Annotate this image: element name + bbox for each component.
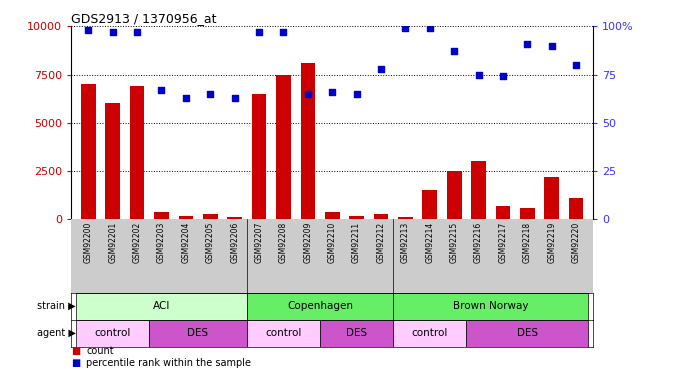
Bar bbox=[105, 104, 120, 219]
Point bbox=[302, 91, 313, 97]
Text: count: count bbox=[86, 346, 114, 356]
Point bbox=[254, 29, 264, 35]
Text: control: control bbox=[265, 328, 302, 338]
Text: ■: ■ bbox=[71, 358, 81, 368]
Text: control: control bbox=[94, 328, 131, 338]
Point bbox=[107, 29, 118, 35]
Text: GDS2913 / 1370956_at: GDS2913 / 1370956_at bbox=[71, 12, 217, 25]
Text: GSM92212: GSM92212 bbox=[376, 222, 386, 263]
Point bbox=[400, 25, 411, 31]
Bar bbox=[227, 217, 242, 219]
Point bbox=[229, 95, 240, 101]
Point bbox=[351, 91, 362, 97]
Bar bbox=[129, 86, 144, 219]
Bar bbox=[471, 161, 486, 219]
Text: GSM92201: GSM92201 bbox=[108, 222, 117, 263]
Text: GSM92218: GSM92218 bbox=[523, 222, 532, 263]
Text: GSM92214: GSM92214 bbox=[425, 222, 435, 263]
Point bbox=[571, 62, 582, 68]
Bar bbox=[569, 198, 584, 219]
Bar bbox=[393, 292, 589, 320]
Point bbox=[522, 40, 533, 46]
Text: GSM92206: GSM92206 bbox=[230, 222, 239, 263]
Text: GSM92200: GSM92200 bbox=[84, 222, 93, 263]
Text: GSM92213: GSM92213 bbox=[401, 222, 410, 263]
Bar bbox=[466, 320, 589, 346]
Text: GSM92205: GSM92205 bbox=[205, 222, 215, 263]
Text: GSM92202: GSM92202 bbox=[133, 222, 142, 263]
Bar bbox=[325, 211, 340, 219]
Bar bbox=[76, 320, 149, 346]
Bar bbox=[203, 214, 218, 219]
Bar bbox=[276, 75, 291, 219]
Point bbox=[498, 74, 508, 80]
Text: strain ▶: strain ▶ bbox=[37, 301, 76, 311]
Bar bbox=[247, 320, 320, 346]
Bar bbox=[422, 190, 437, 219]
Text: ■: ■ bbox=[71, 346, 81, 356]
Point bbox=[473, 72, 484, 78]
Text: GSM92209: GSM92209 bbox=[303, 222, 313, 263]
Bar bbox=[76, 292, 247, 320]
Text: GSM92215: GSM92215 bbox=[450, 222, 459, 263]
Bar bbox=[252, 94, 266, 219]
Bar bbox=[520, 208, 535, 219]
Bar bbox=[320, 320, 393, 346]
Bar bbox=[544, 177, 559, 219]
Text: DES: DES bbox=[346, 328, 367, 338]
Bar bbox=[81, 84, 96, 219]
Text: GSM92207: GSM92207 bbox=[254, 222, 264, 263]
Text: DES: DES bbox=[517, 328, 538, 338]
Bar bbox=[374, 214, 388, 219]
Text: agent ▶: agent ▶ bbox=[37, 328, 76, 338]
Bar bbox=[398, 217, 413, 219]
Text: GSM92204: GSM92204 bbox=[181, 222, 191, 263]
Bar bbox=[447, 171, 462, 219]
Text: DES: DES bbox=[188, 328, 209, 338]
Point bbox=[83, 27, 94, 33]
Text: GSM92217: GSM92217 bbox=[498, 222, 508, 263]
Bar bbox=[178, 216, 193, 219]
Text: control: control bbox=[412, 328, 448, 338]
Point bbox=[205, 91, 216, 97]
Text: GSM92219: GSM92219 bbox=[547, 222, 556, 263]
Point bbox=[278, 29, 289, 35]
Text: GSM92203: GSM92203 bbox=[157, 222, 166, 263]
Text: GSM92210: GSM92210 bbox=[327, 222, 337, 263]
Point bbox=[449, 48, 460, 54]
Bar bbox=[349, 216, 364, 219]
Point bbox=[132, 29, 142, 35]
Text: GSM92220: GSM92220 bbox=[572, 222, 580, 263]
Bar bbox=[247, 292, 393, 320]
Bar bbox=[393, 320, 466, 346]
Point bbox=[180, 95, 191, 101]
Text: percentile rank within the sample: percentile rank within the sample bbox=[86, 358, 251, 368]
Text: Brown Norway: Brown Norway bbox=[453, 301, 529, 311]
Text: Copenhagen: Copenhagen bbox=[287, 301, 353, 311]
Point bbox=[156, 87, 167, 93]
Bar bbox=[154, 211, 169, 219]
Bar bbox=[300, 63, 315, 219]
Text: GSM92211: GSM92211 bbox=[352, 222, 361, 263]
Point bbox=[424, 25, 435, 31]
Text: GSM92208: GSM92208 bbox=[279, 222, 288, 263]
Bar bbox=[149, 320, 247, 346]
Text: ACI: ACI bbox=[153, 301, 170, 311]
Point bbox=[376, 66, 386, 72]
Text: GSM92216: GSM92216 bbox=[474, 222, 483, 263]
Point bbox=[546, 42, 557, 48]
Bar bbox=[496, 206, 511, 219]
Point bbox=[327, 89, 338, 95]
